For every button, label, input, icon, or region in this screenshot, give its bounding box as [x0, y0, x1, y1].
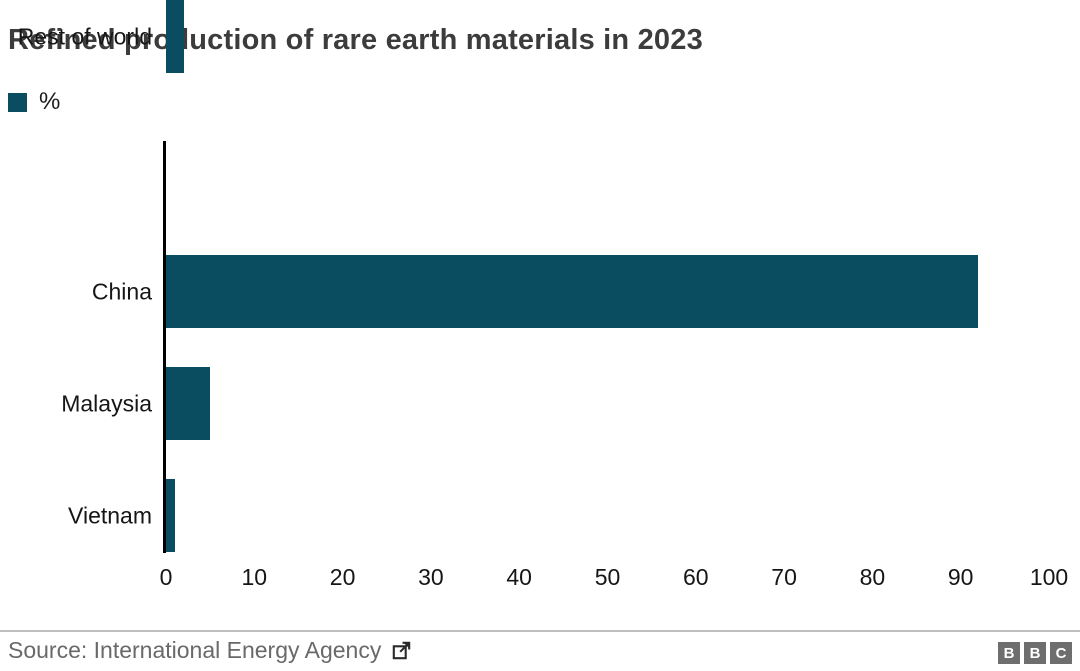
bar-row-china: China — [0, 255, 1080, 328]
bar-malaysia — [166, 367, 211, 440]
x-tick-label-80: 80 — [859, 564, 886, 590]
x-tick-label-70: 70 — [771, 564, 797, 590]
footer-divider — [0, 630, 1080, 632]
bar-china — [166, 255, 979, 328]
x-tick-label-20: 20 — [329, 564, 356, 590]
legend-label: % — [39, 88, 61, 115]
x-tick-label-100: 100 — [1029, 564, 1069, 590]
x-tick-label-10: 10 — [241, 564, 268, 590]
category-label-malaysia: Malaysia — [61, 390, 152, 416]
source-link[interactable]: Source: International Energy Agency — [8, 637, 412, 664]
bbc-logo-block-b2: B — [1024, 642, 1046, 664]
x-axis-tick-labels: 0 10 20 30 40 50 60 70 80 90 100 — [160, 564, 1069, 592]
category-label-china: China — [91, 278, 152, 304]
bar-row-rest-of-world: Rest of world — [0, 0, 1080, 73]
bar-vietnam — [166, 479, 175, 552]
bbc-logo: B B C — [998, 642, 1072, 664]
bbc-logo-block-c: C — [1050, 642, 1072, 664]
x-tick-label-40: 40 — [506, 564, 532, 590]
bar-row-malaysia: Malaysia — [0, 367, 1080, 440]
x-tick-label-30: 30 — [418, 564, 444, 590]
category-label-vietnam: Vietnam — [68, 502, 152, 528]
chart-title: Refined production of rare earth materia… — [8, 24, 703, 56]
bar-row-vietnam: Vietnam — [0, 479, 1080, 552]
external-link-icon — [393, 641, 411, 660]
bbc-logo-block-b1: B — [998, 642, 1020, 664]
x-tick-label-50: 50 — [594, 564, 621, 590]
source-label: Source: International Energy Agency — [8, 637, 382, 663]
x-tick-label-60: 60 — [683, 564, 709, 590]
legend-swatch — [8, 92, 27, 112]
y-axis-line — [163, 141, 166, 553]
bar-rest-of-world — [166, 0, 184, 73]
x-tick-label-0: 0 — [159, 564, 173, 590]
category-label-rest-of-world: Rest of world — [17, 23, 152, 49]
legend: % — [8, 90, 60, 114]
x-tick-label-90: 90 — [947, 564, 974, 590]
